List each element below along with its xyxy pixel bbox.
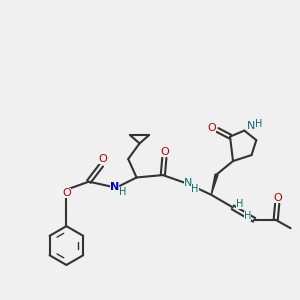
Text: H: H [236, 199, 244, 209]
Text: N: N [110, 182, 119, 192]
Text: O: O [160, 147, 169, 158]
Text: H: H [191, 184, 199, 194]
Text: N: N [184, 178, 192, 188]
Text: O: O [208, 123, 217, 133]
Text: H: H [118, 187, 126, 196]
Text: N: N [247, 121, 255, 131]
Text: H: H [255, 119, 262, 129]
Polygon shape [211, 174, 218, 195]
Text: O: O [98, 154, 107, 164]
Text: O: O [273, 193, 282, 203]
Text: H: H [244, 211, 251, 221]
Text: O: O [62, 188, 71, 198]
